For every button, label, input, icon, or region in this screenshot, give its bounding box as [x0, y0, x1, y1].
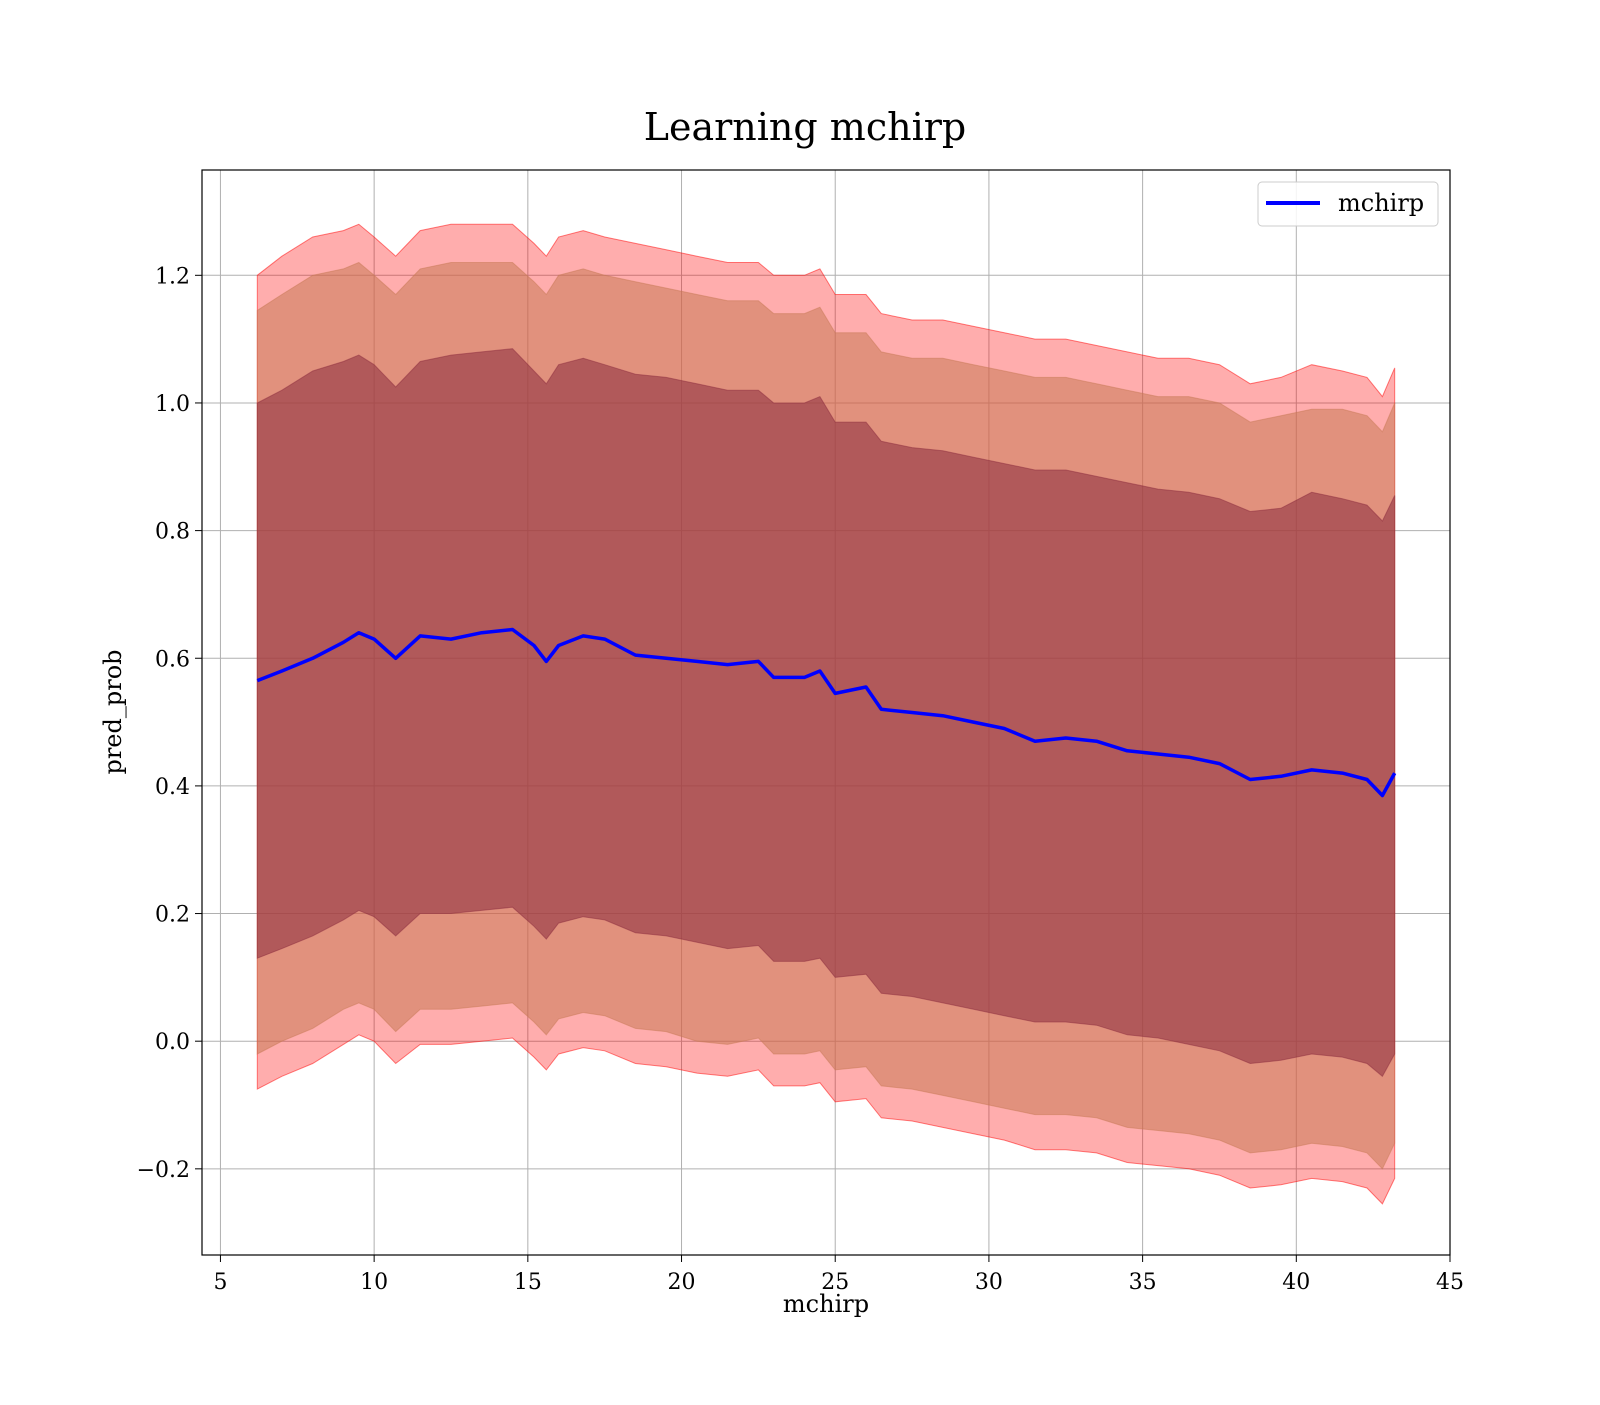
legend-box [1257, 181, 1439, 227]
confidence-bands [256, 223, 1396, 1205]
y-tick-label: 0.0 [155, 1030, 190, 1055]
plot-frame [201, 169, 1451, 1256]
y-tick-label: 0.6 [155, 647, 190, 672]
series-lines [256, 627, 1397, 798]
y-axis-title: pred_prob [99, 649, 127, 774]
x-tick-label: 30 [975, 1270, 1003, 1295]
x-tick-label: 10 [360, 1270, 388, 1295]
x-tick-label: 35 [1129, 1270, 1157, 1295]
x-tick-label: 20 [668, 1270, 696, 1295]
band-inner [256, 348, 1396, 1078]
x-tick-label: 25 [821, 1270, 849, 1295]
x-tick-label: 40 [1282, 1270, 1310, 1295]
series-line-mchirp [256, 627, 1397, 798]
x-axis-ticks: 5 10 15 20 25 30 35 40 45 [213, 1255, 1464, 1295]
x-tick-label: 15 [514, 1270, 542, 1295]
y-axis-ticks: −0.2 0.0 0.2 0.4 0.6 0.8 1.0 1.2 [137, 264, 202, 1183]
y-tick-label: 1.0 [155, 392, 190, 417]
y-tick-label: 0.2 [155, 903, 190, 928]
x-tick-label: 5 [213, 1270, 227, 1295]
chart-title: Learning mchirp [644, 105, 966, 149]
x-axis-title: mchirp [783, 1290, 869, 1318]
y-tick-label: 1.2 [155, 264, 190, 289]
y-tick-label: 0.4 [155, 775, 190, 800]
y-tick-label: −0.2 [137, 1158, 190, 1183]
legend: mchirp [1257, 181, 1439, 227]
y-tick-label: 0.8 [155, 520, 190, 545]
x-tick-label: 45 [1436, 1270, 1464, 1295]
legend-label: mchirp [1338, 189, 1424, 217]
